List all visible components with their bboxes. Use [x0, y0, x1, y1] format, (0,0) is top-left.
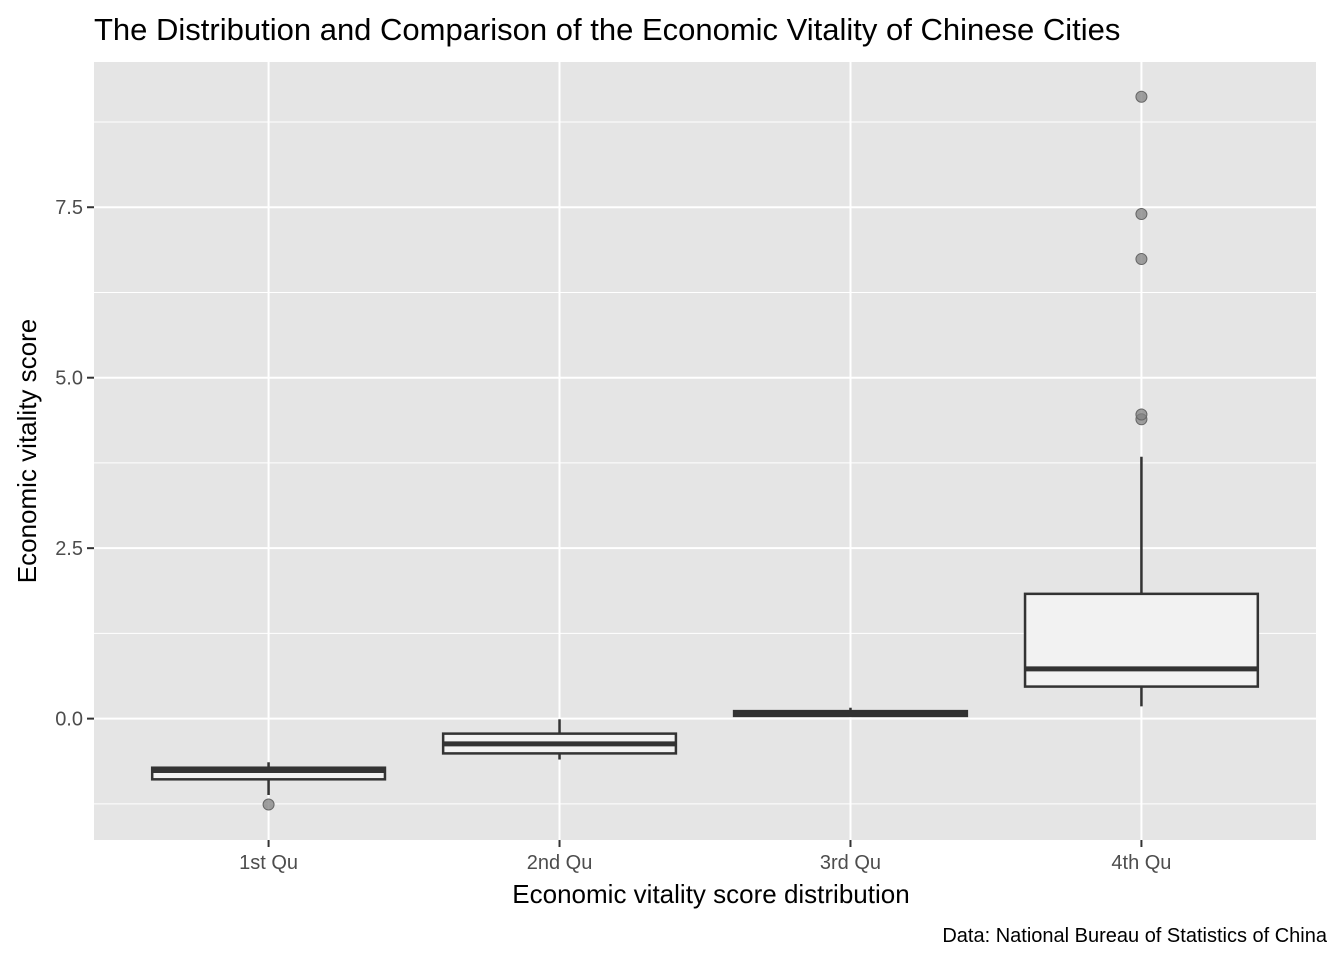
outlier-point-4-2	[1135, 408, 1148, 421]
chart-title: The Distribution and Comparison of the E…	[94, 12, 1120, 47]
iqr-box-4	[1023, 592, 1260, 688]
x-tick-label-1: 2nd Qu	[527, 852, 593, 874]
box-series	[150, 90, 1260, 811]
x-tick-label-2: 3rd Qu	[820, 852, 881, 874]
y-tick-label-2: 5.0	[55, 368, 83, 390]
y-tick-label-3: 7.5	[55, 197, 83, 219]
y-tick-label-0: 0.0	[55, 709, 83, 731]
x-axis: 1st Qu 2nd Qu 3rd Qu 4th Qu	[239, 840, 1171, 874]
outlier-point-4-4	[1135, 208, 1148, 221]
outlier-point-4-3	[1135, 253, 1148, 266]
plot-panel	[94, 62, 1316, 840]
box-3	[732, 707, 969, 718]
x-tick-label-3: 4th Qu	[1111, 852, 1171, 874]
y-axis-title: Economic vitality score	[12, 319, 42, 583]
data-source-caption: Data: National Bureau of Statistics of C…	[942, 925, 1328, 947]
x-axis-title: Economic vitality score distribution	[512, 879, 909, 909]
box-2	[441, 719, 678, 760]
outlier-point-4-5	[1135, 90, 1148, 103]
iqr-box-1	[150, 766, 387, 781]
x-tick-label-0: 1st Qu	[239, 852, 298, 874]
box-4	[1023, 90, 1260, 707]
major-gridlines	[94, 62, 1316, 840]
y-tick-label-1: 2.5	[55, 538, 83, 560]
y-axis: 0.0 2.5 5.0 7.5	[55, 197, 94, 731]
box-1	[150, 762, 387, 811]
outlier-point-1-1	[262, 798, 275, 811]
